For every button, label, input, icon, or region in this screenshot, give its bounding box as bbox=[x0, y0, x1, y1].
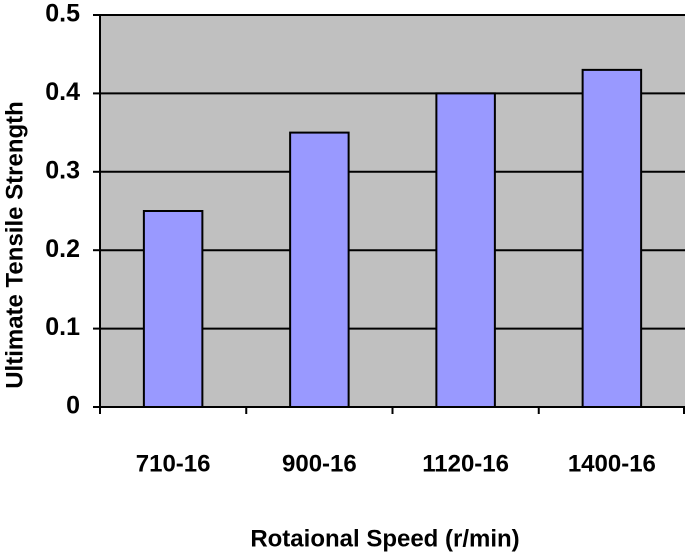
y-tick-label: 0.4 bbox=[45, 78, 80, 106]
x-tick-label: 900-16 bbox=[282, 450, 357, 477]
bar bbox=[289, 131, 350, 408]
x-axis-title: Rotaional Speed (r/min) bbox=[250, 525, 519, 552]
x-tick-label: 1120-16 bbox=[422, 450, 509, 477]
y-axis-title: Ultimate Tensile Strength bbox=[1, 101, 28, 389]
bar bbox=[142, 210, 204, 408]
bar bbox=[581, 68, 643, 408]
bar bbox=[435, 92, 496, 409]
y-tick-label: 0.5 bbox=[45, 0, 80, 28]
y-tick-label: 0.2 bbox=[45, 235, 80, 263]
x-tick-label: 1400-16 bbox=[568, 450, 656, 477]
y-tick-label: 0 bbox=[66, 392, 80, 420]
y-tick-label: 0.3 bbox=[45, 156, 80, 184]
y-tick-label: 0.1 bbox=[45, 313, 80, 341]
x-tick-label: 710-16 bbox=[136, 450, 211, 477]
